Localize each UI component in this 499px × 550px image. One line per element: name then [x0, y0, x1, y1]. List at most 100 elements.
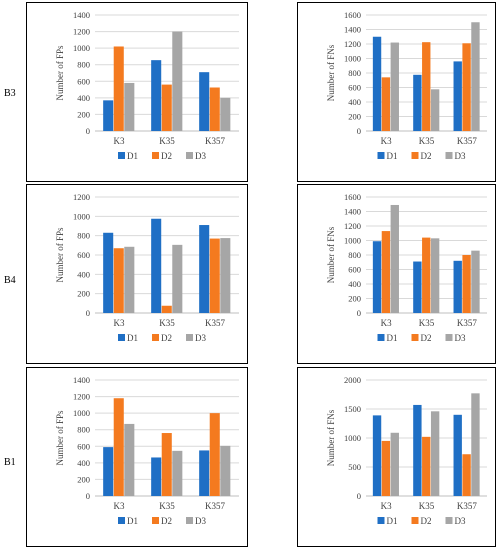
legend-swatch-d3: [186, 334, 193, 341]
y-axis-label: Number of FNs: [326, 226, 336, 283]
legend-swatch-d3: [186, 152, 193, 159]
chart-panel-b1-fns: 0 500 1000 1500 2000 Number of FNs K3 K35 K357 D1…: [297, 367, 496, 547]
bar-d1-k3: [372, 241, 382, 313]
y-tick-label: 200: [77, 289, 90, 299]
y-tick-label: 1200: [344, 221, 361, 231]
bar-d2-k357: [462, 43, 471, 131]
bar-d1-k35: [151, 60, 162, 131]
x-tick-label: K357: [205, 136, 225, 146]
x-tick-label: K35: [159, 501, 175, 511]
y-tick-label: 1200: [344, 39, 361, 49]
y-tick-label: 800: [348, 250, 361, 260]
x-tick-label: K357: [457, 501, 477, 511]
legend-swatch-d1: [118, 334, 125, 341]
bar-d2-k3: [381, 440, 391, 496]
y-tick-label: 1000: [344, 433, 361, 443]
bar-d3-k35: [172, 244, 183, 313]
y-tick-label: 800: [77, 231, 90, 241]
y-tick-label: 600: [348, 265, 361, 275]
bar-d1-k35: [413, 74, 422, 131]
y-tick-label: 500: [348, 462, 361, 472]
bar-d1-k357: [453, 260, 462, 313]
x-tick-label: K3: [381, 136, 392, 146]
bar-d3-k3: [390, 432, 399, 496]
legend-swatch-d3: [445, 334, 453, 341]
legend-swatch-d1: [377, 517, 385, 524]
y-tick-label: 0: [86, 126, 90, 136]
bar-d3-k3: [124, 82, 135, 131]
y-tick-label: 0: [357, 491, 361, 501]
bar-d2-k3: [113, 248, 124, 313]
chart-b3-fps: 0 200 400 600 800 1000 1200 1400 Number of FPs K3…: [55, 10, 239, 161]
y-tick-label: 1200: [73, 192, 90, 202]
y-tick-label: 400: [348, 97, 361, 107]
bar-d1-k3: [372, 415, 382, 496]
row-label-b3: B3: [4, 88, 16, 99]
x-tick-label: K3: [114, 136, 125, 146]
chart-b1-fns: 0 500 1000 1500 2000 Number of FNs K3 K35 K357 D1…: [326, 375, 487, 526]
legend-label-d3: D3: [195, 333, 206, 343]
x-tick-label: K35: [419, 136, 435, 146]
bar-d1-k357: [199, 450, 210, 496]
bar-d1-k357: [453, 414, 462, 496]
chart-b4-fps: 0 200 400 600 800 1000 1200 Number of FPs K3 K35 K…: [55, 192, 239, 343]
x-tick-label: K357: [457, 318, 477, 328]
legend-swatch-d1: [377, 334, 385, 341]
y-tick-label: 0: [357, 126, 361, 136]
legend-label-d1: D1: [387, 151, 398, 161]
y-tick-label: 1500: [344, 404, 361, 414]
y-tick-label: 1000: [344, 54, 361, 64]
legend-label-d2: D2: [161, 516, 172, 526]
bar-d2-k357: [462, 255, 471, 313]
legend-label-d1: D1: [387, 333, 398, 343]
legend-swatch-d2: [411, 152, 419, 159]
bar-d1-k357: [199, 72, 210, 131]
chart-panel-b1-fps: 0 200 400 600 800 1000 1200 1400 Number of FPs K3…: [26, 367, 248, 547]
legend-label-d1: D1: [387, 516, 398, 526]
chart-panel-b3-fns: 0 200 400 600 800 1000 1200 1400 1600 Number of F…: [297, 2, 496, 182]
bar-d3-k3: [124, 246, 135, 313]
bar-d2-k3: [381, 231, 391, 313]
bar-d1-k3: [103, 232, 114, 313]
bar-d2-k357: [209, 87, 220, 131]
y-tick-label: 1400: [344, 207, 361, 217]
legend-label-d3: D3: [455, 333, 466, 343]
legend-swatch-d3: [186, 517, 193, 524]
x-tick-label: K3: [114, 318, 125, 328]
y-tick-label: 800: [77, 425, 90, 435]
y-tick-label: 400: [77, 458, 90, 468]
bar-d1-k3: [103, 447, 114, 496]
y-tick-label: 200: [77, 109, 90, 119]
legend-label-d2: D2: [421, 516, 432, 526]
x-tick-label: K35: [419, 318, 435, 328]
legend-label-d1: D1: [127, 333, 138, 343]
x-tick-label: K3: [381, 318, 392, 328]
y-tick-label: 1200: [73, 392, 90, 402]
y-tick-label: 800: [77, 60, 90, 70]
legend-label-d2: D2: [421, 151, 432, 161]
bar-d2-k35: [161, 84, 172, 131]
bar-d2-k3: [113, 398, 124, 496]
y-tick-label: 600: [77, 441, 90, 451]
bar-d3-k35: [172, 450, 183, 496]
y-tick-label: 1000: [344, 236, 361, 246]
bar-d1-k35: [151, 218, 162, 313]
y-tick-label: 200: [77, 474, 90, 484]
legend-swatch-d1: [118, 517, 125, 524]
y-tick-label: 800: [348, 68, 361, 78]
bar-d2-k357: [209, 238, 220, 313]
legend-swatch-d2: [152, 152, 159, 159]
bar-d2-k35: [161, 305, 172, 313]
bar-d3-k357: [220, 97, 231, 131]
y-tick-label: 600: [77, 250, 90, 260]
x-tick-label: K357: [205, 501, 225, 511]
y-tick-label: 1200: [73, 27, 90, 37]
x-tick-label: K357: [205, 318, 225, 328]
bar-d2-k3: [113, 46, 124, 131]
legend-swatch-d3: [445, 152, 453, 159]
bar-d3-k357: [220, 445, 231, 496]
legend-label-d3: D3: [455, 151, 466, 161]
bar-d2-k35: [422, 436, 431, 496]
bar-d1-k3: [103, 100, 114, 131]
y-tick-label: 1400: [344, 25, 361, 35]
